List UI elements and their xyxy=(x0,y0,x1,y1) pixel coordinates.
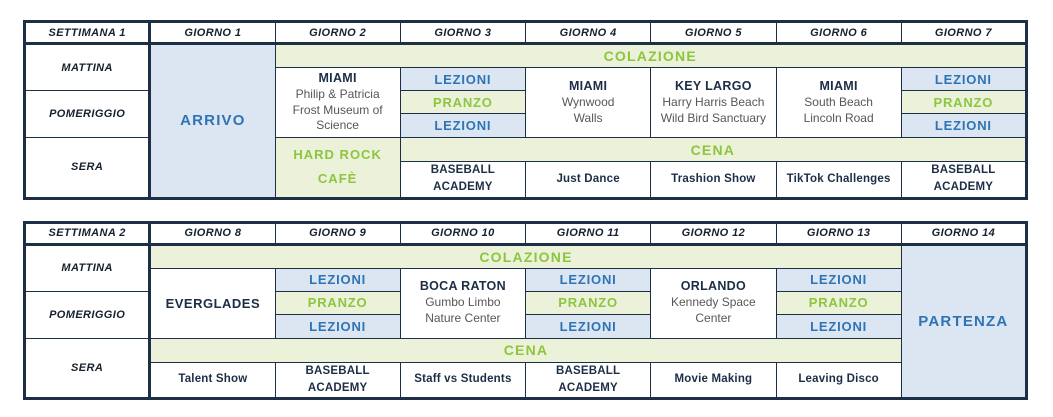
week2-header-giorno-13: GIORNO 13 xyxy=(775,221,902,246)
week2-day11-lezioni-afternoon: LEZIONI xyxy=(524,313,652,339)
week1-colazione-band: COLAZIONE xyxy=(274,43,1027,68)
location-subtitle: Wynwood Walls xyxy=(561,94,615,125)
location-subtitle: Gumbo Limbo Nature Center xyxy=(425,295,501,325)
week1-arrivo-cell: ARRIVO xyxy=(149,43,276,199)
week1-day7-pranzo: PRANZO xyxy=(900,90,1028,114)
week2-header-giorno-12: GIORNO 12 xyxy=(650,221,777,246)
week1-day6-location-cell: MIAMI South Beach Lincoln Road xyxy=(775,67,902,138)
week1-cena-band: CENA xyxy=(399,137,1028,162)
week1-row-label-pomeriggio: POMERIGGIO xyxy=(23,90,152,138)
location-title: MIAMI xyxy=(819,78,858,93)
location-title: MIAMI xyxy=(568,78,608,93)
week2-day10-evening-event: Staff vs Students xyxy=(399,361,527,399)
week2-row-label-mattina: MATTINA xyxy=(23,243,152,292)
location-title: EVERGLADES xyxy=(165,295,261,311)
week2-header-giorno-11: GIORNO 11 xyxy=(524,221,652,246)
week2-row-label-sera: SERA xyxy=(23,337,152,399)
week2-day11-evening-event: BASEBALL ACADEMY xyxy=(524,361,652,399)
week1-day7-lezioni-afternoon: LEZIONI xyxy=(900,113,1028,138)
week1-header-row: SETTIMANA 1 GIORNO 1 GIORNO 2 GIORNO 3 G… xyxy=(23,21,1028,45)
week1-day3-lezioni-morning: LEZIONI xyxy=(399,67,527,91)
week2-cena-band: CENA xyxy=(149,337,902,363)
week2-day13-lezioni-afternoon: LEZIONI xyxy=(775,313,902,339)
week2-day9-evening-event: BASEBALL ACADEMY xyxy=(274,361,401,399)
week2-day8-evening-event: Talent Show xyxy=(149,361,276,399)
week1-day5-evening-event: Trashion Show xyxy=(650,161,777,199)
week1-day5-location-cell: KEY LARGO Harry Harris Beach Wild Bird S… xyxy=(650,67,777,138)
week2-row-label-pomeriggio: POMERIGGIO xyxy=(23,290,152,339)
location-title: BOCA RATON xyxy=(419,279,506,294)
location-subtitle: Kennedy Space Center xyxy=(671,295,756,325)
week1-row-label-sera: SERA xyxy=(23,137,152,199)
week2-schedule-table: SETTIMANA 2 GIORNO 8 GIORNO 9 GIORNO 10 … xyxy=(23,220,1028,400)
week1-day3-lezioni-afternoon: LEZIONI xyxy=(399,113,527,138)
week1-header-giorno-3: GIORNO 3 xyxy=(399,21,527,45)
week1-day7-lezioni-morning: LEZIONI xyxy=(900,67,1028,91)
week2-day13-evening-event: Leaving Disco xyxy=(775,361,902,399)
week2-day11-pranzo: PRANZO xyxy=(524,290,652,315)
week2-header-giorno-10: GIORNO 10 xyxy=(399,221,527,246)
week2-day9-lezioni-afternoon: LEZIONI xyxy=(274,313,401,339)
week1-day3-evening-event: BASEBALL ACADEMY xyxy=(399,161,527,199)
week2-header-giorno-9: GIORNO 9 xyxy=(274,221,401,246)
week1-header-giorno-5: GIORNO 5 xyxy=(650,21,777,45)
week1-header-giorno-6: GIORNO 6 xyxy=(775,21,902,45)
week2-partenza-cell: PARTENZA xyxy=(900,243,1028,399)
week2-header-giorno-8: GIORNO 8 xyxy=(149,221,276,246)
week1-day3-pranzo: PRANZO xyxy=(399,90,527,114)
location-title: KEY LARGO xyxy=(674,78,752,93)
week1-header-settimana: SETTIMANA 1 xyxy=(23,21,152,45)
week1-schedule-table: SETTIMANA 1 GIORNO 1 GIORNO 2 GIORNO 3 G… xyxy=(23,20,1028,200)
week2-day10-location-cell: BOCA RATON Gumbo Limbo Nature Center xyxy=(399,267,527,339)
week1-header-giorno-4: GIORNO 4 xyxy=(524,21,652,45)
week1-day2-evening-hard-rock-cafe: HARD ROCK CAFÈ xyxy=(274,137,401,199)
week2-colazione-band: COLAZIONE xyxy=(149,243,902,269)
week2-day9-pranzo: PRANZO xyxy=(274,290,401,315)
week2-day12-location-cell: ORLANDO Kennedy Space Center xyxy=(650,267,777,339)
week1-day6-evening-event: TikTok Challenges xyxy=(775,161,902,199)
week1-day4-evening-event: Just Dance xyxy=(524,161,652,199)
week1-day4-location-cell: MIAMI Wynwood Walls xyxy=(524,67,652,138)
week2-day8-location-cell: EVERGLADES xyxy=(149,267,276,339)
location-subtitle: South Beach Lincoln Road xyxy=(803,94,874,125)
schedule-page: SETTIMANA 1 GIORNO 1 GIORNO 2 GIORNO 3 G… xyxy=(23,20,1028,400)
week1-header-giorno-7: GIORNO 7 xyxy=(900,21,1028,45)
week2-day11-lezioni-morning: LEZIONI xyxy=(524,267,652,292)
location-title: ORLANDO xyxy=(680,279,747,294)
week2-header-row: SETTIMANA 2 GIORNO 8 GIORNO 9 GIORNO 10 … xyxy=(23,221,1028,246)
location-subtitle: Philip & Patricia Frost Museum of Scienc… xyxy=(292,87,383,133)
week1-row-label-mattina: MATTINA xyxy=(23,43,152,91)
week1-header-giorno-2: GIORNO 2 xyxy=(274,21,401,45)
week2-day9-lezioni-morning: LEZIONI xyxy=(274,267,401,292)
week2-day12-evening-event: Movie Making xyxy=(650,361,777,399)
week2-header-settimana: SETTIMANA 2 xyxy=(23,221,152,246)
week2-day13-lezioni-morning: LEZIONI xyxy=(775,267,902,292)
week1-header-giorno-1: GIORNO 1 xyxy=(149,21,276,45)
week2-day13-pranzo: PRANZO xyxy=(775,290,902,315)
week1-day7-evening-event: BASEBALL ACADEMY xyxy=(900,161,1028,199)
week2-header-giorno-14: GIORNO 14 xyxy=(900,221,1028,246)
location-title: MIAMI xyxy=(318,71,357,86)
week1-day2-location-cell: MIAMI Philip & Patricia Frost Museum of … xyxy=(274,67,401,138)
location-subtitle: Harry Harris Beach Wild Bird Sanctuary xyxy=(660,94,767,125)
